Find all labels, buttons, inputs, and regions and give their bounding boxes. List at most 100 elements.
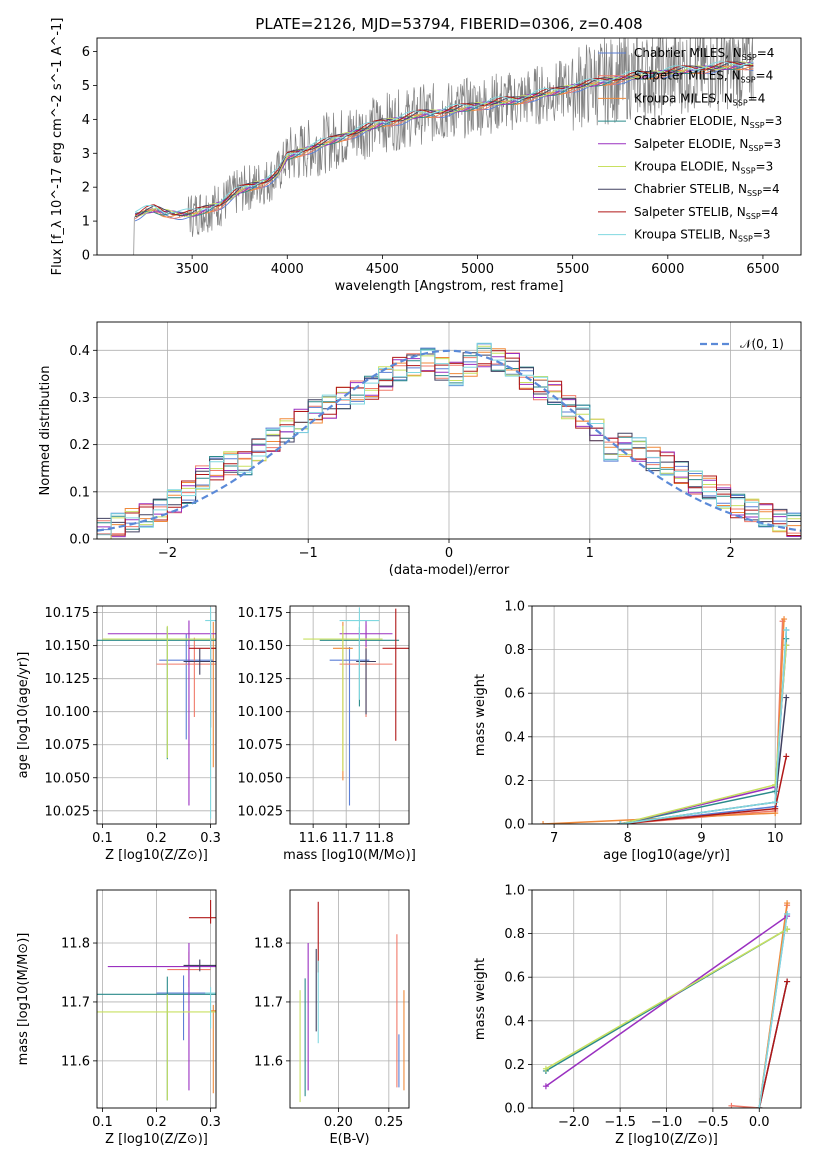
y-tick-label: 10.100 xyxy=(238,705,284,720)
x-tick-label: 0.1 xyxy=(92,1115,113,1130)
x-tick-label: −2.0 xyxy=(558,1115,590,1130)
weight-line xyxy=(620,645,788,824)
x-tick-label: 8 xyxy=(624,831,632,846)
x-tick-label: 7 xyxy=(550,831,558,846)
y-tick-label: 0 xyxy=(82,249,90,264)
x-tick-label: 6500 xyxy=(746,262,779,277)
axes-frame xyxy=(531,889,802,1109)
x-axis-label: E(B-V) xyxy=(329,1132,369,1147)
model-line xyxy=(134,61,754,218)
error-bar-point xyxy=(339,607,380,700)
x-axis-label: mass [log10(M/M⊙)] xyxy=(283,848,416,863)
x-tick-label: −0.5 xyxy=(697,1115,729,1130)
y-tick-label: 11.7 xyxy=(254,995,283,1010)
model-line xyxy=(134,65,754,220)
x-axis-label: (data-model)/error xyxy=(389,563,510,578)
weight-line xyxy=(620,638,788,824)
error-bar-point xyxy=(159,633,214,740)
panel-spectrum: 3500 4000 4500 5000 5500 6000 6500 0 1 2 3 4 5 6 wavel… xyxy=(50,18,802,294)
error-bar-point xyxy=(210,621,216,768)
x-tick-label: 4000 xyxy=(271,262,304,277)
y-axis-label: mass weight xyxy=(473,674,488,756)
x-tick-label: 3500 xyxy=(176,262,209,277)
legend-entry: Chabrier MILES, NSSP=4 xyxy=(634,46,774,62)
x-tick-label: 0.1 xyxy=(92,831,113,846)
y-tick-label: 11.6 xyxy=(254,1054,283,1069)
y-tick-label: 0.1 xyxy=(69,485,90,500)
error-bar-point xyxy=(210,1004,216,1094)
legend: Chabrier MILES, NSSP=4 Salpeter MILES, NS… xyxy=(598,46,782,244)
error-bar-point xyxy=(97,994,216,1101)
y-tick-label: 0.8 xyxy=(504,643,525,658)
legend-entry: Salpeter STELIB, NSSP=4 xyxy=(634,205,778,221)
legend-entry: Chabrier ELODIE, NSSP=3 xyxy=(634,114,782,130)
weight-marker xyxy=(772,799,779,806)
y-tick-label: 0.2 xyxy=(504,774,525,789)
y-tick-label: 10.025 xyxy=(45,804,91,819)
y-tick-label: 10.175 xyxy=(45,606,91,621)
y-tick-label: 10.075 xyxy=(45,738,91,753)
model-line xyxy=(135,61,754,218)
weight-line xyxy=(545,915,788,1087)
plot-area-spectrum xyxy=(133,38,754,255)
x-tick-label: 5000 xyxy=(461,262,494,277)
y-tick-label: 11.6 xyxy=(61,1054,90,1069)
y-tick-label: 3 xyxy=(82,147,90,162)
legend-entry: Kroupa STELIB, NSSP=3 xyxy=(634,228,771,244)
panel-residuals: −2 −1 0 1 2 0.0 0.1 0.2 0.3 0.4 (data-model)/error… xyxy=(38,321,802,578)
y-axis-label: Normed distribution xyxy=(38,366,53,496)
x-tick-label: −1.5 xyxy=(604,1115,636,1130)
legend-entry: Salpeter MILES, NSSP=4 xyxy=(634,69,773,85)
y-tick-label: 0.2 xyxy=(69,438,90,453)
x-tick-label: 11.8 xyxy=(365,831,394,846)
plot-area-age-vs-mass xyxy=(290,606,409,824)
axes-frame xyxy=(96,605,217,825)
legend-entry: 𝒩(0, 1) xyxy=(740,337,784,351)
weight-marker xyxy=(756,1105,763,1108)
x-tick-label: 0.3 xyxy=(200,1115,221,1130)
x-tick-label: 4500 xyxy=(366,262,399,277)
error-bar-point xyxy=(107,620,216,806)
y-tick-label: 11.8 xyxy=(254,937,283,952)
y-tick-label: 10.175 xyxy=(238,606,284,621)
y-tick-label: 10.025 xyxy=(238,804,284,819)
x-axis-label: Z [log10(Z/Z⊙)] xyxy=(105,1132,208,1147)
panel-weight-vs-age: 7 8 9 10 0.0 0.2 0.4 0.6 0.8 1.0 age [log10(age/yr… xyxy=(473,600,802,863)
plot-area-weight-vs-age xyxy=(532,606,801,824)
x-tick-label: 0.2 xyxy=(146,1115,167,1130)
plot-area-mass-vs-Z xyxy=(97,890,216,1108)
x-tick-label: −2 xyxy=(158,546,177,561)
model-line xyxy=(134,61,754,214)
y-tick-label: 10.125 xyxy=(45,672,91,687)
x-tick-label: −1.0 xyxy=(651,1115,683,1130)
weight-marker xyxy=(540,821,547,824)
y-axis-label: mass [log10(M/M⊙)] xyxy=(16,933,31,1066)
weight-marker xyxy=(783,753,790,760)
error-bar-point xyxy=(329,646,370,806)
error-bar-point xyxy=(205,607,216,819)
y-tick-label: 6 xyxy=(82,45,90,60)
y-tick-label: 5 xyxy=(82,79,90,94)
x-tick-label: −1 xyxy=(299,546,318,561)
weight-marker xyxy=(781,616,788,623)
y-tick-label: 0.6 xyxy=(504,687,525,702)
y-tick-label: 11.8 xyxy=(61,937,90,952)
y-tick-label: 1 xyxy=(82,215,90,230)
x-tick-label: 0.3 xyxy=(200,831,221,846)
weight-marker xyxy=(784,900,791,907)
x-axis-label: Z [log10(Z/Z⊙)] xyxy=(105,848,208,863)
weight-marker xyxy=(784,978,791,985)
axes-frame xyxy=(96,889,217,1109)
axes-frame xyxy=(96,321,802,540)
error-bar-point xyxy=(205,987,216,1029)
residual-histogram xyxy=(97,342,801,536)
x-tick-label: 0 xyxy=(445,546,453,561)
x-tick-label: 5500 xyxy=(556,262,589,277)
error-bar-point xyxy=(183,959,216,972)
plot-area-weight-vs-Z xyxy=(532,890,801,1108)
y-axis-label: mass weight xyxy=(473,958,488,1040)
plot-area-mass-vs-EBV xyxy=(290,890,409,1108)
x-tick-label: 0.25 xyxy=(374,1115,403,1130)
panel-weight-vs-Z: −2.0 −1.5 −1.0 −0.5 0.0 0.0 0.2 0.4 0.6 0.8 1.0 Z [… xyxy=(473,884,802,1147)
